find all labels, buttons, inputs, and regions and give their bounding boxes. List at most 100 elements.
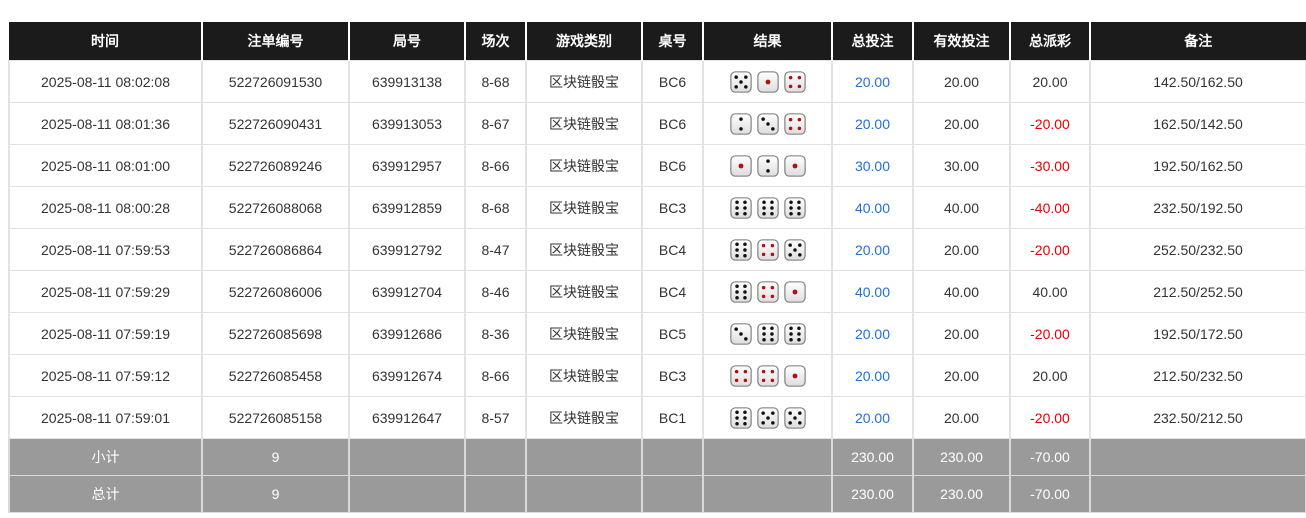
cell-game-type: 区块链骰宝 [525, 228, 643, 271]
dice-6-icon [756, 322, 779, 345]
cell-game-type: 区块链骰宝 [525, 354, 643, 397]
cell-valid-bet: 20.00 [912, 312, 1011, 355]
cell-round: 639912674 [348, 354, 466, 397]
cell-session: 8-68 [464, 186, 527, 229]
cell-result [702, 312, 833, 355]
cell-session: 8-46 [464, 270, 527, 313]
table-row: 2025-08-11 08:00:28 522726088068 639912859… [8, 186, 1306, 229]
cell-session: 8-67 [464, 102, 527, 145]
dice-6-icon [729, 196, 752, 219]
cell-result [702, 186, 833, 229]
dice-6-icon [729, 238, 752, 261]
cell-time: 2025-08-11 07:59:01 [8, 396, 203, 439]
cell-total-bet: 20.00 [831, 354, 914, 397]
cell-round: 639912859 [348, 186, 466, 229]
cell-total-payout: -20.00 [1009, 102, 1091, 145]
cell-total-payout: -20.00 [1009, 312, 1091, 355]
cell-result [702, 354, 833, 397]
cell-note: 232.50/192.50 [1089, 186, 1306, 229]
cell-round: 639913138 [348, 60, 466, 103]
dice-2-icon [756, 154, 779, 177]
header-time: 时间 [9, 22, 202, 61]
dice-1-icon [783, 364, 806, 387]
cell-table-no: BC5 [641, 312, 704, 355]
cell-result [702, 270, 833, 313]
dice-6-icon [729, 280, 752, 303]
cell-note: 252.50/232.50 [1089, 228, 1306, 271]
cell-time: 2025-08-11 07:59:19 [8, 312, 203, 355]
cell-table-no: BC4 [641, 270, 704, 313]
table-row: 2025-08-11 07:59:19 522726085698 639912686… [8, 312, 1306, 355]
cell-note: 142.50/162.50 [1089, 60, 1306, 103]
cell-session: 8-57 [464, 396, 527, 439]
cell-game-type: 区块链骰宝 [525, 270, 643, 313]
cell-session: 8-47 [464, 228, 527, 271]
dice-result [729, 154, 806, 177]
cell-bet-id: 522726086006 [201, 270, 350, 313]
cell-game-type: 区块链骰宝 [525, 312, 643, 355]
cell-note: 192.50/172.50 [1089, 312, 1306, 355]
cell-total-payout: 40.00 [1009, 270, 1091, 313]
cell-note: 192.50/162.50 [1089, 144, 1306, 187]
cell-total-bet: 20.00 [831, 60, 914, 103]
cell-time: 2025-08-11 08:01:00 [8, 144, 203, 187]
dice-5-icon [783, 406, 806, 429]
header-valid-bet: 有效投注 [912, 22, 1010, 61]
cell-total-bet: 20.00 [831, 228, 914, 271]
dice-4-icon [756, 280, 779, 303]
cell-bet-id: 522726089246 [201, 144, 350, 187]
cell-game-type: 区块链骰宝 [525, 144, 643, 187]
cell-total-payout: -40.00 [1009, 186, 1091, 229]
dice-result [729, 280, 806, 303]
cell-note: 212.50/232.50 [1089, 354, 1306, 397]
dice-result [729, 112, 806, 135]
table-row: 2025-08-11 08:02:08 522726091530 639913138… [8, 60, 1306, 103]
dice-4-icon [756, 364, 779, 387]
cell-bet-id: 522726088068 [201, 186, 350, 229]
cell-total-bet: 20.00 [831, 396, 914, 439]
cell-valid-bet: 40.00 [912, 270, 1011, 313]
table-row: 2025-08-11 08:01:00 522726089246 639912957… [8, 144, 1306, 187]
subtotal-row: 小计 9 230.00 230.00 -70.00 [8, 438, 1306, 476]
cell-session: 8-36 [464, 312, 527, 355]
dice-2-icon [729, 112, 752, 135]
cell-valid-bet: 30.00 [912, 144, 1011, 187]
dice-6-icon [756, 196, 779, 219]
dice-1-icon [783, 280, 806, 303]
header-total-payout: 总派彩 [1009, 22, 1090, 61]
cell-total-bet: 30.00 [831, 144, 914, 187]
dice-result [729, 196, 806, 219]
cell-total-payout: 20.00 [1009, 60, 1091, 103]
dice-4-icon [756, 238, 779, 261]
dice-6-icon [783, 322, 806, 345]
dice-1-icon [783, 154, 806, 177]
cell-round: 639912686 [348, 312, 466, 355]
cell-table-no: BC6 [641, 60, 704, 103]
cell-total-payout: 20.00 [1009, 354, 1091, 397]
dice-6-icon [729, 406, 752, 429]
header-result: 结果 [702, 22, 832, 61]
cell-session: 8-66 [464, 144, 527, 187]
cell-table-no: BC4 [641, 228, 704, 271]
cell-note: 212.50/252.50 [1089, 270, 1306, 313]
cell-result [702, 102, 833, 145]
dice-4-icon [729, 364, 752, 387]
cell-total-payout: -20.00 [1009, 396, 1091, 439]
total-row: 总计 9 230.00 230.00 -70.00 [8, 475, 1306, 513]
dice-5-icon [783, 238, 806, 261]
header-note: 备注 [1089, 22, 1306, 61]
cell-bet-id: 522726086864 [201, 228, 350, 271]
dice-4-icon [783, 112, 806, 135]
cell-valid-bet: 20.00 [912, 102, 1011, 145]
header-bet-id: 注单编号 [201, 22, 349, 61]
header-game-type: 游戏类别 [525, 22, 642, 61]
dice-4-icon [783, 70, 806, 93]
cell-table-no: BC3 [641, 186, 704, 229]
cell-total-bet: 40.00 [831, 186, 914, 229]
dice-result [729, 406, 806, 429]
subtotal-valid-bet: 230.00 [912, 438, 1011, 476]
header-session: 场次 [464, 22, 526, 61]
total-valid-bet: 230.00 [912, 475, 1011, 513]
cell-game-type: 区块链骰宝 [525, 186, 643, 229]
cell-round: 639912704 [348, 270, 466, 313]
